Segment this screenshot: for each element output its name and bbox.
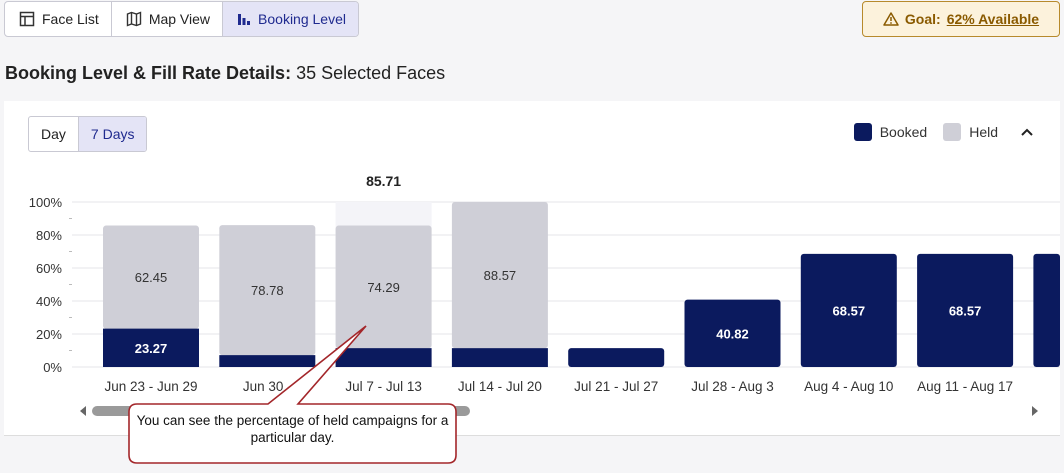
range-option-7-days[interactable]: 7 Days [77,117,147,151]
legend-label-booked: Booked [879,124,928,140]
data-label-held: 78.78 [251,283,284,298]
bar-held[interactable] [451,202,548,349]
hover-total-label: 85.71 [366,173,401,189]
chart-legend: Booked Held [853,123,1034,141]
warning-icon [883,12,899,26]
bar-booked[interactable] [568,348,665,367]
bar-held[interactable] [103,225,199,329]
tab-map-view[interactable]: Map View [112,2,224,36]
x-tick-label: Aug 4 - Aug 10 [804,379,893,394]
tab-face-list[interactable]: Face List [5,2,112,36]
x-tick-label: Jul 21 - Jul 27 [574,379,658,394]
x-tick-label: Aug 11 - Aug 17 [917,379,1013,394]
scroll-left-icon[interactable] [80,406,86,416]
bar-booked[interactable] [451,348,548,367]
legend-label-held: Held [969,124,998,140]
bar-held[interactable] [335,225,432,349]
data-label-held: 88.57 [484,268,517,283]
bar-booked[interactable] [335,348,432,367]
tab-booking-level[interactable]: Booking Level [223,2,358,36]
page-title: Booking Level & Fill Rate Details: 35 Se… [5,63,445,84]
y-tick-label: 100% [29,195,63,210]
y-tick-label: 20% [36,327,62,342]
legend-item-booked[interactable]: Booked [853,123,928,141]
tab-map-view-label: Map View [148,11,211,27]
bar-chart-icon [238,14,251,25]
data-label-held: 62.45 [135,270,168,285]
legend-swatch-booked [853,123,872,141]
data-label-booked: 68.57 [949,303,982,318]
x-tick-label: Jul 28 - Aug 3 [691,379,774,394]
tab-booking-level-label: Booking Level [258,11,346,27]
data-label-booked: 68.57 [833,303,866,318]
bar-booked[interactable] [219,355,316,367]
page-title-bold: Booking Level & Fill Rate Details: [5,63,292,83]
horizontal-scrollbar-thumb[interactable] [92,406,470,416]
x-tick-label: Jul 14 - Jul 20 [458,379,542,394]
y-tick-label: 0% [43,360,62,375]
x-tick-label: Jun 23 - Jun 29 [104,379,197,394]
x-tick-label: Jun 30 - [243,379,292,394]
chevron-up-icon[interactable] [1020,127,1034,137]
page-title-count: 35 Selected Faces [296,63,446,83]
y-tick-label: 60% [36,261,62,276]
table-icon [19,11,35,27]
data-label-booked: 23.27 [135,341,168,356]
bar-booked[interactable] [917,253,1014,367]
goal-label: Goal: [904,11,941,27]
goal-value-link[interactable]: 62% Available [946,11,1040,27]
x-tick-label: Jul 7 - Jul 13 [345,379,422,394]
legend-item-held[interactable]: Held [943,123,998,141]
legend-swatch-held [943,123,962,141]
y-tick-label: 40% [36,294,62,309]
range-toggle: Day 7 Days [28,116,148,152]
y-tick-label: 80% [36,228,62,243]
data-label-booked: 40.82 [716,326,749,341]
scroll-right-icon[interactable] [1032,406,1038,416]
tab-face-list-label: Face List [42,11,99,27]
bar-booked[interactable] [684,299,781,367]
range-option-day[interactable]: Day [41,126,66,142]
view-tabs: Face List Map View Booking Level [4,1,359,37]
map-icon [126,11,142,27]
booking-chart: 0% 20% 40% 60% 80% 100% 85.71 23.27 62.45 Jun 23 … [29,173,1060,416]
data-label-held: 74.29 [367,280,400,295]
bar-booked[interactable] [800,253,897,367]
chart-card: Day 7 Days Booked Held 0% 20% 40% 60% 80% 100… [4,101,1060,436]
bar-booked[interactable] [1033,253,1060,367]
bar-held[interactable] [219,225,316,356]
goal-badge[interactable]: Goal: 62% Available [862,1,1060,37]
